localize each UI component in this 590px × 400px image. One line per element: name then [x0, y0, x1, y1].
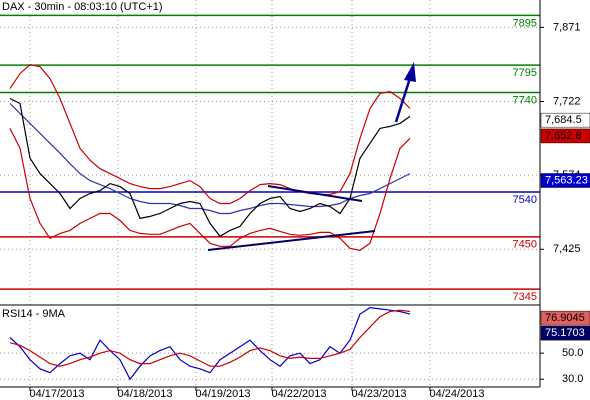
price-tag — [540, 173, 590, 188]
price-tag — [540, 112, 590, 128]
price-tag-label: 7,684.5 — [545, 114, 582, 126]
price-tag-label: 76.9045 — [545, 312, 585, 324]
y-tick-label: 7,871 — [553, 21, 581, 33]
x-tick-label: 04/17/2013 — [29, 388, 84, 400]
panel-title: RSI14 - 9MA — [2, 308, 66, 320]
level-label: 7540 — [513, 194, 537, 206]
level-label: 7450 — [513, 239, 537, 251]
x-tick-label: 04/19/2013 — [195, 388, 250, 400]
arrow-head — [404, 62, 416, 82]
trend-line — [267, 185, 363, 202]
y-tick-label: 50.0 — [562, 347, 583, 359]
price-tag — [540, 325, 590, 341]
y-tick-label: 7,722 — [553, 95, 581, 107]
title-bg — [0, 0, 160, 14]
x-tick-label: 04/22/2013 — [271, 388, 326, 400]
x-tick-label: 04/24/2013 — [429, 388, 484, 400]
chart-title: DAX - 30min - 08:03:10 (UTC+1) — [2, 1, 162, 13]
series-line — [9, 128, 411, 251]
arrow-shaft — [394, 77, 412, 123]
level-label: 7345 — [513, 291, 537, 303]
y-tick-label: 30.0 — [562, 373, 583, 385]
x-tick-label: 04/23/2013 — [351, 388, 406, 400]
price-tag-label: 7,563.23 — [545, 174, 588, 186]
series-line — [9, 103, 411, 215]
series-line — [9, 306, 411, 381]
price-tag — [540, 310, 590, 326]
plot-layer: 7895 7795 7740 7540 7450 7345 — [0, 14, 540, 381]
x-tick-label: 04/18/2013 — [117, 388, 172, 400]
series-line — [9, 97, 411, 238]
level-label: 7795 — [513, 67, 537, 79]
price-tag-label: 7,652.8 — [545, 130, 582, 142]
series-line — [9, 309, 411, 367]
level-label: 7740 — [513, 94, 537, 106]
price-tag-label: 75.1703 — [545, 327, 585, 339]
series-line — [9, 64, 411, 205]
level-label: 7895 — [513, 17, 537, 29]
price-tag — [540, 128, 590, 144]
y-tick-label: 7,425 — [553, 243, 581, 255]
trend-line — [207, 230, 376, 251]
title-bg — [0, 307, 70, 320]
